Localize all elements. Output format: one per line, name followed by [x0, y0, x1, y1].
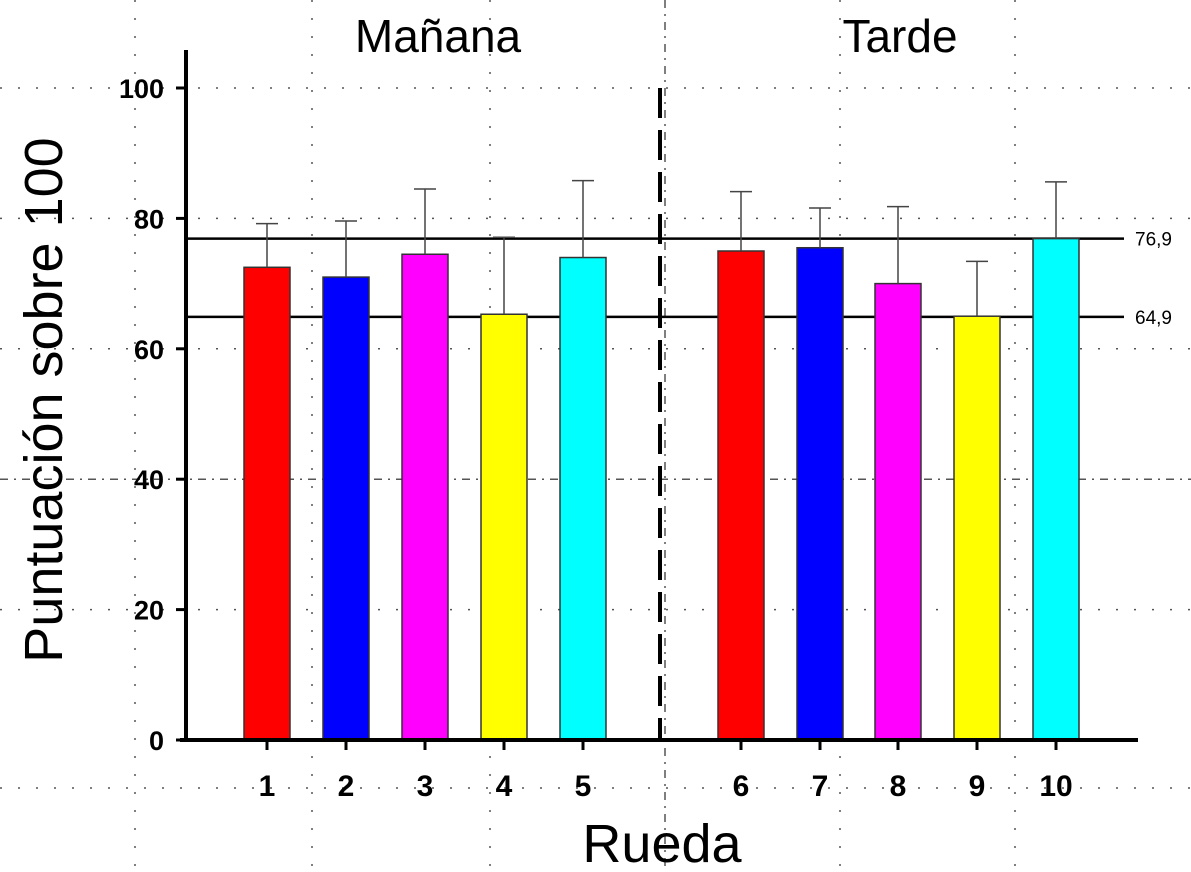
y-tick-label: 20 — [134, 596, 164, 626]
bar-9 — [953, 315, 1001, 741]
x-tick-label: 2 — [338, 770, 355, 803]
reference-labels: 76,9 64,9 — [1135, 230, 1172, 329]
y-tick-label: 100 — [119, 74, 164, 104]
error-bars — [256, 179, 1067, 317]
x-tick-label: 1 — [259, 770, 276, 803]
x-tick-label: 3 — [417, 770, 434, 803]
group-label-tarde: Tarde — [842, 10, 957, 62]
reference-label: 64,9 — [1135, 308, 1172, 329]
reference-label: 76,9 — [1135, 230, 1172, 251]
y-tick-label: 40 — [134, 465, 164, 495]
bar-4 — [480, 313, 528, 741]
y-tick-label: 80 — [134, 204, 164, 234]
x-ticks: 1 2 3 4 5 6 7 8 9 10 — [259, 740, 1073, 803]
bar-10 — [1032, 237, 1080, 741]
x-axis-title: Rueda — [582, 814, 742, 872]
y-tick-label: 60 — [134, 335, 164, 365]
x-tick-label: 6 — [733, 770, 750, 803]
bar-3 — [401, 253, 449, 741]
group-label-manana: Mañana — [355, 10, 522, 62]
x-tick-label: 4 — [496, 770, 513, 803]
bar-2 — [322, 276, 370, 741]
bar-5 — [559, 256, 607, 741]
y-ticks: 0 20 40 60 80 100 — [119, 74, 186, 756]
bar-8 — [874, 282, 922, 741]
y-axis-title: Puntuación sobre 100 — [14, 137, 74, 662]
y-tick-label: 0 — [149, 726, 164, 756]
x-tick-label: 10 — [1039, 770, 1072, 803]
bars — [243, 237, 1080, 741]
x-tick-label: 8 — [890, 770, 907, 803]
bar-6 — [717, 250, 765, 741]
bar-7 — [796, 246, 844, 741]
bar-1 — [243, 266, 291, 741]
x-tick-label: 5 — [575, 770, 592, 803]
x-tick-label: 9 — [969, 770, 986, 803]
x-tick-label: 7 — [812, 770, 829, 803]
